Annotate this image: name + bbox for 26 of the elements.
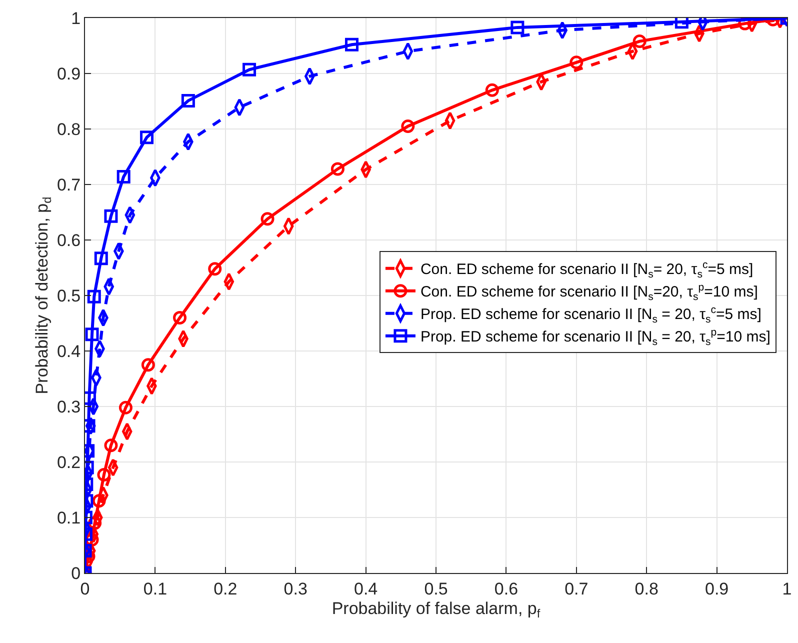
legend-label: Con. ED scheme for scenario II [N$_{s}$=20, τ$_{s}$$^{p}$=10 ms]	[420, 281, 758, 303]
x-tick-label: 0.6	[494, 579, 518, 598]
x-tick-label: 0.3	[284, 579, 308, 598]
x-tick-label: 0.4	[354, 579, 378, 598]
x-tick-label: 0.7	[564, 579, 588, 598]
x-axis-title: Probability of false alarm, p$_{f}$	[332, 598, 541, 620]
y-tick-label: 0	[71, 564, 81, 583]
y-tick-label: 1	[71, 8, 81, 28]
x-tick-label: 0.2	[214, 579, 238, 598]
y-tick-label: 0.5	[56, 286, 81, 306]
legend-label: Prop. ED scheme for scenario II [N$_{s}$ = 20, τ$_{s}$$^{c}$=5 ms]	[420, 304, 762, 326]
x-tick-label: 0.5	[424, 579, 448, 598]
y-tick-label: 0.6	[56, 230, 81, 250]
legend-label: Prop. ED scheme for scenario II [N$_{s}$ = 20, τ$_{s}$$^{p}$=10 ms]	[420, 326, 770, 348]
y-tick-label: 0.9	[56, 64, 81, 84]
legend-label: Con. ED scheme for scenario II [N$_{s}$= 20, τ$_{s}$$^{c}$=5 ms]	[420, 258, 754, 280]
x-tick-label: 0.1	[143, 579, 168, 598]
y-tick-label: 0.4	[56, 342, 81, 361]
y-tick-label: 0.2	[56, 452, 81, 472]
x-tick-label: 1	[782, 579, 792, 598]
x-tick-label: 0.8	[634, 579, 658, 598]
y-tick-label: 0.7	[56, 175, 81, 194]
y-tick-label: 0.8	[56, 120, 81, 139]
y-tick-label: 0.3	[56, 397, 81, 416]
y-tick-label: 0.1	[56, 508, 81, 528]
x-tick-label: 0.9	[704, 579, 729, 598]
